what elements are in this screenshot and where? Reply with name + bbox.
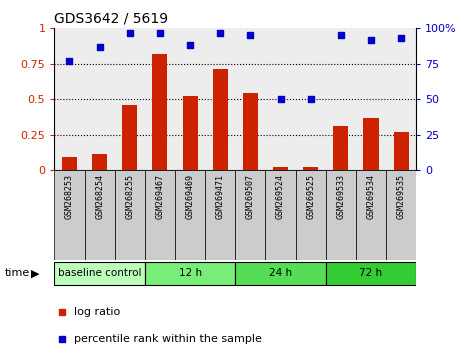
Bar [85,170,114,260]
Bar [303,167,318,170]
Text: 12 h: 12 h [178,268,201,279]
Point [186,42,194,48]
Bar [205,170,235,260]
Point [217,30,224,35]
Text: ▶: ▶ [31,268,40,279]
Bar [145,262,235,285]
Text: GSM269525: GSM269525 [306,175,315,219]
Text: 72 h: 72 h [359,268,383,279]
Bar [394,132,409,170]
Point [337,33,345,38]
Bar [54,262,145,285]
Text: GSM269535: GSM269535 [397,175,406,219]
Text: time: time [5,268,30,279]
Bar [85,28,114,170]
Bar [114,170,145,260]
Text: GSM268254: GSM268254 [95,175,104,219]
Bar [175,170,205,260]
Point [66,58,73,64]
Bar [235,262,326,285]
Text: GSM268253: GSM268253 [65,175,74,219]
Bar [54,28,85,170]
Bar [152,54,167,170]
Point [156,30,164,35]
Text: percentile rank within the sample: percentile rank within the sample [74,334,262,344]
Text: baseline control: baseline control [58,268,141,279]
Bar [175,28,205,170]
Text: GSM268255: GSM268255 [125,175,134,219]
Bar [54,170,85,260]
Text: GSM269533: GSM269533 [336,175,345,219]
Text: 24 h: 24 h [269,268,292,279]
Text: log ratio: log ratio [74,307,121,317]
Text: GSM269469: GSM269469 [185,175,194,219]
Bar [235,28,265,170]
Text: GSM269471: GSM269471 [216,175,225,219]
Bar [92,154,107,170]
Bar [356,170,386,260]
Point [277,96,284,102]
Point [246,33,254,38]
Bar [356,28,386,170]
Bar [326,170,356,260]
Bar [265,28,296,170]
Point [126,30,133,35]
Bar [235,170,265,260]
Bar [333,126,349,170]
Bar [386,28,416,170]
Bar [296,170,326,260]
Bar [326,262,416,285]
Bar [243,93,258,170]
Bar [386,170,416,260]
Bar [62,157,77,170]
Bar [183,96,198,170]
Text: GSM269507: GSM269507 [246,175,255,219]
Bar [296,28,326,170]
Point [367,37,375,42]
Bar [145,170,175,260]
Text: GSM269524: GSM269524 [276,175,285,219]
Point [96,44,104,50]
Bar [363,118,378,170]
Text: GSM269534: GSM269534 [367,175,376,219]
Bar [213,69,228,170]
Bar [205,28,235,170]
Bar [273,167,288,170]
Bar [326,28,356,170]
Bar [145,28,175,170]
Bar [114,28,145,170]
Bar [122,105,137,170]
Bar [265,170,296,260]
Point [307,96,315,102]
Point [397,35,405,41]
Text: GSM269467: GSM269467 [156,175,165,219]
Text: GDS3642 / 5619: GDS3642 / 5619 [54,12,168,26]
